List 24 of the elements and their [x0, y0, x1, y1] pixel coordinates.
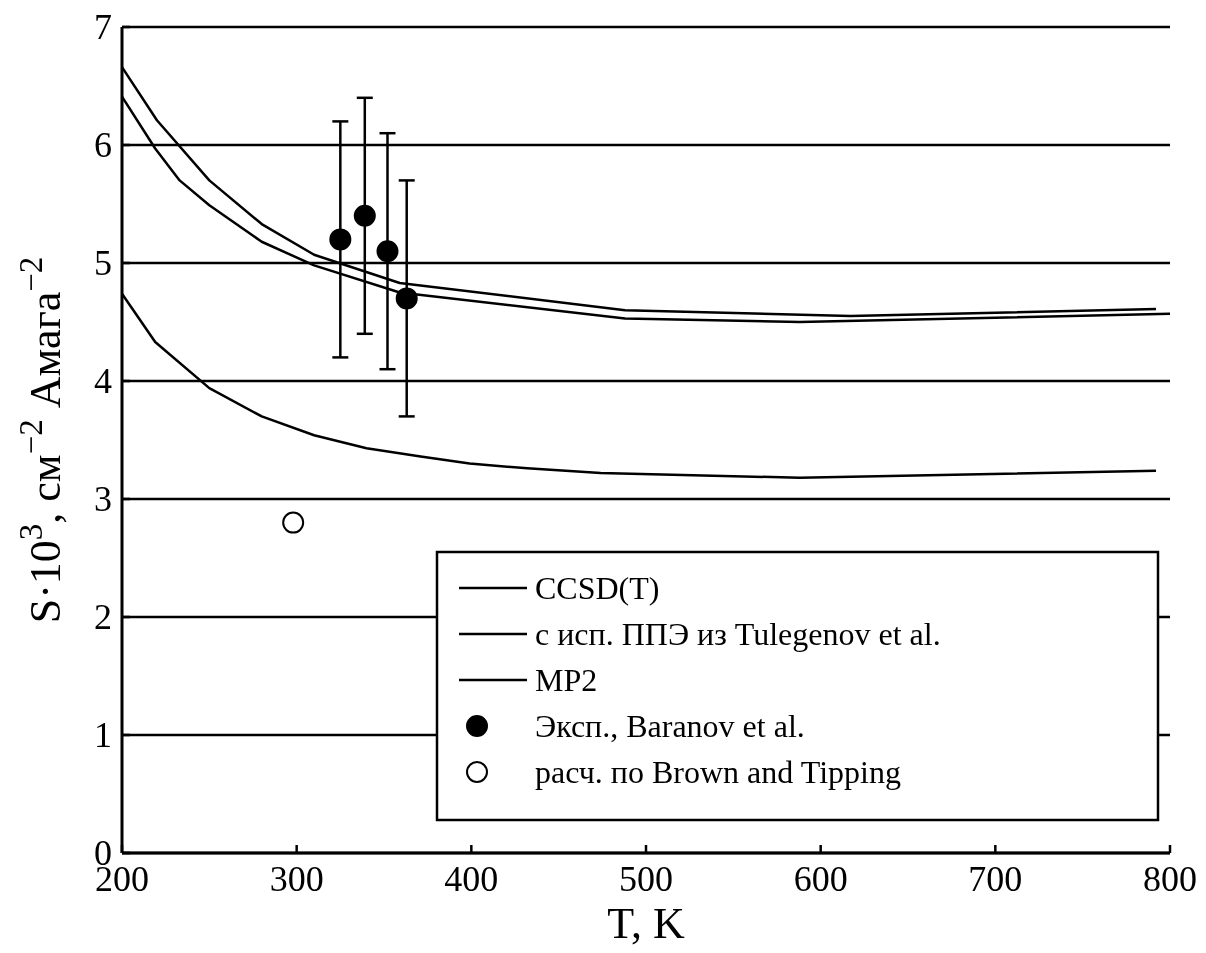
point [395, 287, 418, 310]
legend-label: MP2 [535, 662, 598, 698]
x-tick-label: 600 [793, 859, 848, 899]
point [376, 240, 399, 263]
y-tick-label: 2 [94, 597, 112, 637]
y-tick-label: 7 [94, 7, 112, 47]
point [329, 228, 352, 251]
x-tick-label: 800 [1143, 859, 1197, 899]
y-tick-label: 3 [94, 479, 112, 519]
point [353, 204, 376, 227]
x-tick-label: 400 [444, 859, 499, 899]
legend-label: расч. по Brown and Tipping [535, 754, 901, 790]
y-tick-label: 5 [94, 243, 112, 283]
x-tick-label: 300 [269, 859, 324, 899]
point [282, 511, 305, 534]
y-tick-label: 1 [94, 715, 112, 755]
legend-label: с исп. ППЭ из Tulegenov et al. [535, 616, 941, 652]
x-axis-title: T, K [607, 899, 685, 948]
legend-label: CCSD(T) [535, 570, 660, 606]
x-tick-label: 500 [619, 859, 673, 899]
y-tick-label: 6 [94, 125, 112, 165]
legend-label: Эксп., Baranov et al. [535, 708, 805, 744]
y-tick-label: 4 [94, 361, 112, 401]
x-tick-label: 700 [968, 859, 1023, 899]
